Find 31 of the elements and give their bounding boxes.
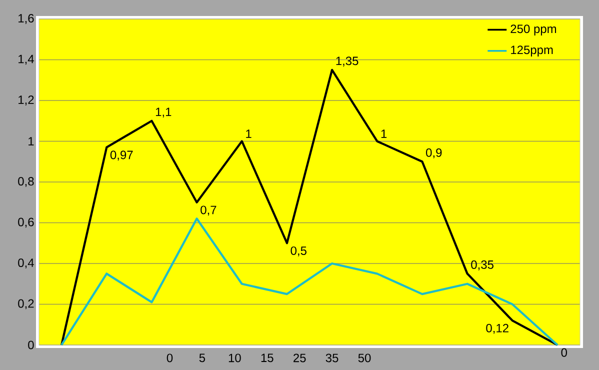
y-tick-label: 0 — [28, 340, 34, 350]
y-tick-label: 0,6 — [18, 218, 34, 228]
line-series — [60, 68, 559, 346]
text: 25 — [294, 354, 306, 362]
data-label: 1 — [246, 130, 252, 138]
y-tick-label: 1,4 — [18, 54, 34, 65]
text: 10 — [228, 354, 241, 362]
text: 35 — [326, 354, 338, 362]
data-label: 1,1 — [156, 108, 172, 118]
y-tick-label: 0,8 — [18, 177, 34, 187]
data-label: 0,35 — [471, 260, 494, 270]
data-label: 0,12 — [486, 324, 508, 334]
data-label: 0,9 — [426, 148, 442, 158]
y-tick-label: 1,2 — [18, 96, 34, 106]
text: 50 — [358, 354, 371, 362]
y-tick-label: 0,4 — [18, 258, 34, 268]
y-tick-label: 1 — [28, 137, 34, 146]
text: 15 — [261, 354, 274, 362]
data-label: 0 — [561, 348, 567, 357]
text: 5 — [199, 354, 206, 362]
data-label: 1 — [381, 130, 387, 138]
data-label: 0,5 — [290, 246, 306, 256]
legend-label: 125ppm — [511, 46, 553, 57]
data-label: 1,35 — [336, 56, 358, 67]
data-label: 0,7 — [200, 206, 216, 216]
text: 0 — [166, 354, 173, 362]
legend-label: 250 ppm — [510, 24, 556, 36]
y-tick-label: 1,6 — [18, 14, 34, 24]
y-tick-label: 0,2 — [18, 299, 34, 310]
data-label: 0,97 — [110, 150, 133, 161]
line-series — [60, 218, 559, 346]
